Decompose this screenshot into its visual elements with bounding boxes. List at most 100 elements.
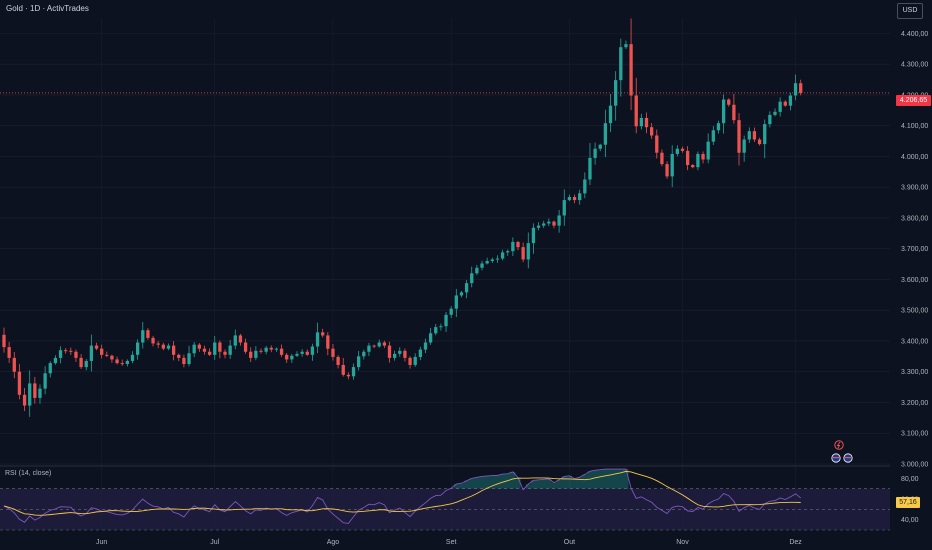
- candle-body: [135, 342, 140, 355]
- price-tick-label: 3.000,00: [901, 462, 928, 469]
- candle: [228, 339, 232, 359]
- candle-body: [228, 345, 232, 355]
- rsi-title[interactable]: RSI (14, close): [5, 470, 52, 477]
- candle-body: [197, 344, 201, 349]
- candle-body: [233, 335, 237, 346]
- candle-body: [279, 348, 284, 355]
- candle-body: [187, 353, 191, 365]
- candle-body: [475, 267, 479, 274]
- candle-body: [459, 292, 464, 296]
- candle: [639, 113, 644, 130]
- candle: [742, 135, 746, 162]
- time-tick-label: Set: [446, 539, 457, 546]
- candle-body: [94, 345, 99, 349]
- candle-body: [757, 139, 762, 145]
- candle-body: [74, 351, 78, 358]
- candle-body: [675, 148, 679, 154]
- candle: [398, 347, 402, 357]
- candle-body: [732, 104, 736, 121]
- price-candles: [2, 18, 803, 417]
- candle: [213, 336, 217, 360]
- candle-body: [100, 348, 104, 355]
- price-tick-label: 4.100,00: [901, 123, 928, 130]
- price-tick-label: 3.400,00: [901, 338, 928, 345]
- candle-body: [7, 347, 11, 358]
- candle-body: [362, 351, 366, 357]
- candle-body: [28, 383, 32, 406]
- candle: [22, 388, 27, 411]
- candle-body: [603, 123, 608, 145]
- candle: [763, 119, 767, 159]
- candle: [7, 341, 11, 363]
- candle: [105, 351, 109, 358]
- candle-body: [53, 357, 58, 364]
- candle: [336, 355, 340, 369]
- currency-button[interactable]: USD: [897, 3, 923, 19]
- candle: [536, 222, 541, 231]
- candle: [521, 242, 525, 263]
- candle: [182, 354, 186, 368]
- candle-body: [526, 243, 530, 260]
- candle-body: [22, 394, 27, 406]
- candle: [706, 133, 710, 164]
- candle-body: [238, 335, 243, 343]
- candle-body: [69, 350, 73, 352]
- price-tick-label: 3.900,00: [901, 185, 928, 192]
- candle: [53, 355, 58, 365]
- candle: [506, 249, 510, 256]
- candle-body: [547, 221, 551, 224]
- candle: [326, 332, 330, 356]
- candle: [341, 357, 345, 377]
- candle: [12, 351, 16, 379]
- candle: [171, 341, 176, 361]
- candle: [598, 143, 602, 152]
- candle-body: [207, 351, 212, 355]
- candle-body: [608, 105, 613, 124]
- candle: [721, 94, 726, 134]
- candle-body: [593, 148, 597, 158]
- candle: [197, 343, 201, 352]
- candle-body: [511, 241, 515, 252]
- candle: [727, 98, 731, 107]
- candle: [310, 343, 315, 361]
- candle-body: [377, 342, 381, 347]
- candle: [305, 349, 309, 356]
- candle: [151, 335, 155, 347]
- candle: [238, 333, 243, 346]
- last-price-tag: 4.206,65: [896, 95, 931, 106]
- candle-body: [752, 131, 757, 140]
- price-tick-label: 3.100,00: [901, 431, 928, 438]
- candle: [403, 348, 407, 362]
- candle-body: [295, 353, 299, 356]
- symbol-title[interactable]: Gold · 1D · ActivTrades: [6, 4, 89, 13]
- candle: [516, 240, 520, 251]
- candle: [567, 194, 572, 202]
- candle: [737, 113, 741, 166]
- candle: [799, 79, 803, 96]
- candle-body: [428, 333, 433, 343]
- candle: [156, 340, 160, 349]
- time-tick-label: Dez: [789, 539, 802, 546]
- candle-body: [79, 357, 83, 368]
- time-tick-label: Jun: [96, 539, 107, 546]
- candle-body: [413, 356, 417, 365]
- time-axis[interactable]: Jun Jul Ago Set Out Nov Dez: [96, 539, 802, 546]
- candle: [788, 92, 793, 111]
- candle: [74, 349, 78, 362]
- candle: [583, 172, 587, 199]
- candle: [130, 351, 135, 364]
- candle: [500, 249, 505, 261]
- candle: [649, 123, 654, 139]
- candle-body: [48, 363, 52, 374]
- candle-body: [43, 373, 47, 389]
- candle: [752, 127, 757, 142]
- candle: [187, 345, 191, 367]
- candle-body: [161, 344, 165, 349]
- lightning-icon[interactable]: [834, 440, 844, 450]
- event-markers[interactable]: [831, 440, 853, 463]
- candle: [351, 363, 356, 380]
- candle: [547, 218, 551, 227]
- candle-body: [578, 193, 582, 201]
- candle-body: [372, 345, 376, 347]
